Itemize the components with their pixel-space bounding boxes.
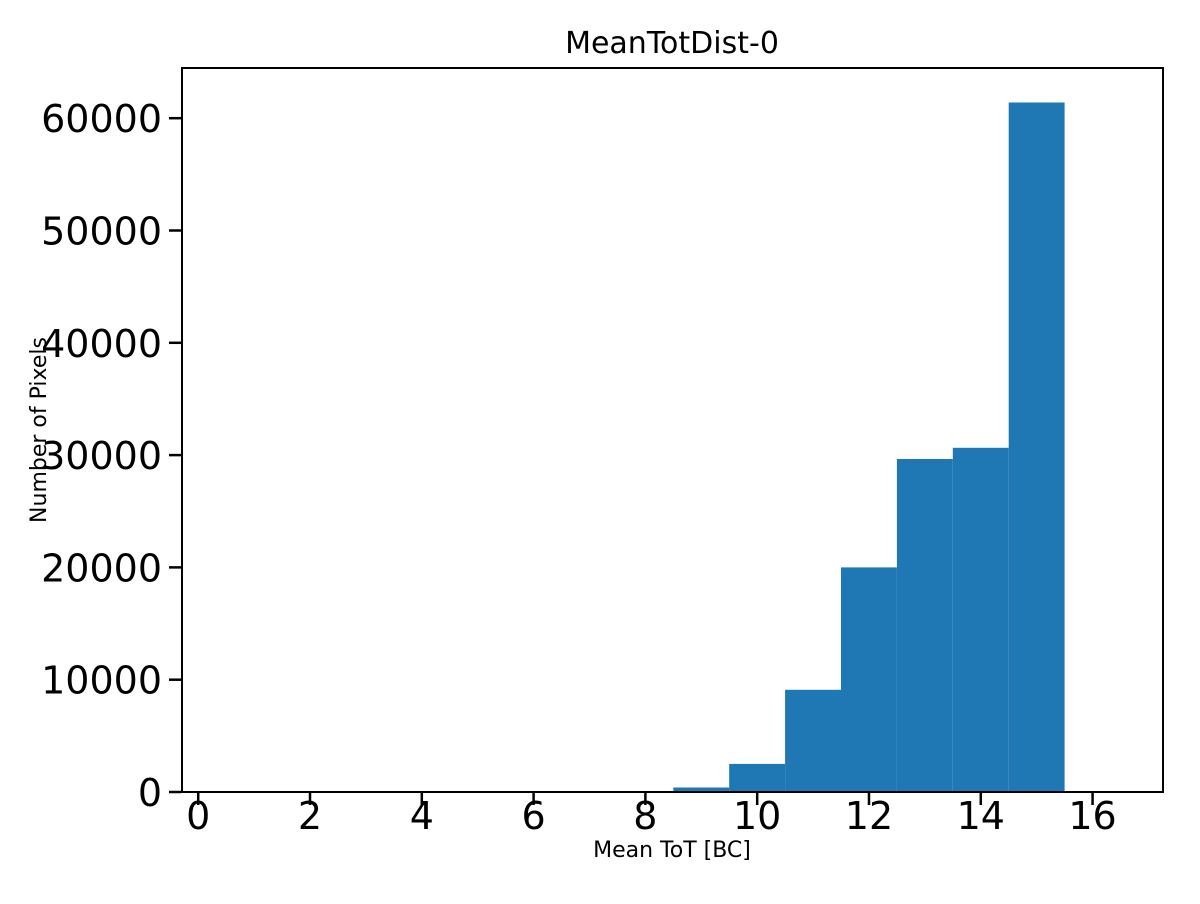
x-tick-label: 10	[733, 794, 781, 838]
y-tick-label: 10000	[41, 659, 162, 703]
chart-title: MeanTotDist-0	[565, 26, 779, 61]
histogram-bar	[952, 447, 1009, 792]
y-tick-label: 50000	[41, 209, 162, 253]
y-tick-label: 20000	[41, 546, 162, 590]
y-tick-label: 0	[138, 771, 162, 815]
histogram-bar	[673, 787, 730, 792]
x-tick-label: 4	[410, 794, 434, 838]
histogram-bar	[729, 763, 786, 792]
plot-dynamic-layer: 0 2 4 6 8 10 12 14 16 0 10000 20000 30000 40000 50000 6…	[41, 97, 1117, 838]
x-tick-label: 6	[522, 794, 546, 838]
y-tick-label: 40000	[41, 322, 162, 366]
histogram-bar	[1008, 102, 1065, 792]
x-tick-label: 12	[845, 794, 893, 838]
histogram-bar	[841, 567, 897, 792]
y-axis-label: Number of Pixels	[27, 337, 52, 523]
x-tick-label: 14	[957, 794, 1005, 838]
histogram-bar	[896, 459, 953, 792]
x-axis-label: Mean ToT [BC]	[593, 838, 751, 863]
x-tick-label: 8	[633, 794, 657, 838]
x-tick-label: 0	[186, 794, 210, 838]
x-tick-label: 16	[1068, 794, 1116, 838]
x-tick-label: 2	[298, 794, 322, 838]
y-tick-label: 60000	[41, 97, 162, 141]
plot-spines	[181, 67, 1164, 793]
histogram-bar	[785, 689, 841, 792]
y-tick-label: 30000	[41, 434, 162, 478]
